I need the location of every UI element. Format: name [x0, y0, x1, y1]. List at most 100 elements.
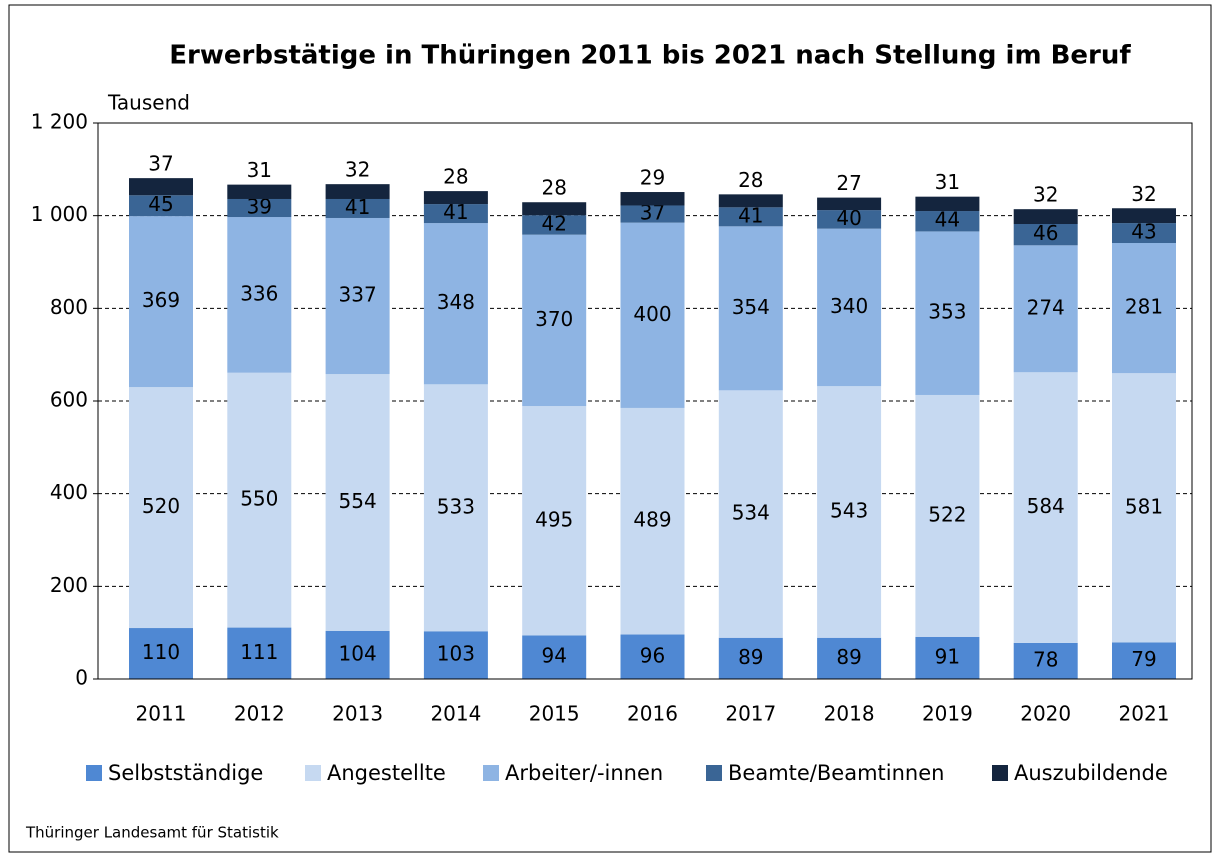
bar-segment [620, 407, 685, 635]
x-tick-label: 2021 [1119, 702, 1170, 726]
bar-segment [620, 205, 685, 223]
data-label: 340 [830, 294, 868, 318]
y-tick-label: 800 [50, 295, 88, 319]
data-label: 42 [541, 211, 566, 235]
bar-segment [817, 228, 882, 387]
data-label: 104 [339, 641, 377, 665]
bar-segment [325, 198, 390, 218]
y-tick-label: 400 [50, 480, 88, 504]
bar-segment [817, 637, 882, 679]
data-label: 32 [1131, 182, 1156, 206]
data-label: 400 [633, 302, 671, 326]
bar-segment [423, 204, 488, 224]
data-label: 96 [640, 643, 665, 667]
y-tick-label: 0 [75, 666, 88, 690]
bar-segment [129, 195, 193, 217]
bar-segment [1112, 373, 1176, 643]
bar-segment [718, 207, 783, 227]
data-label: 94 [541, 644, 566, 668]
data-label: 27 [836, 171, 861, 195]
bar-segment [325, 630, 390, 679]
bar-segment [1013, 209, 1078, 225]
bar-segment [227, 184, 292, 199]
data-label: 111 [240, 640, 278, 664]
data-label: 29 [640, 166, 665, 190]
x-tick-label: 2020 [1020, 702, 1071, 726]
bar-segment [423, 631, 488, 679]
data-label: 32 [345, 158, 370, 182]
bar-segment [522, 635, 587, 679]
bar-segment [718, 194, 783, 208]
data-label: 28 [541, 176, 566, 200]
x-tick-label: 2012 [234, 702, 285, 726]
y-tick-label: 1 000 [31, 202, 88, 226]
bar-segment [1112, 208, 1176, 224]
data-label: 46 [1033, 221, 1058, 245]
data-label: 543 [830, 498, 868, 522]
data-label: 31 [247, 158, 272, 182]
bar-segment [522, 215, 587, 235]
data-label: 533 [437, 494, 475, 518]
legend-label: Angestellte [327, 761, 446, 785]
legend-label: Beamte/Beamtinnen [728, 761, 944, 785]
bar-segment [325, 374, 390, 631]
bar-segment [1013, 372, 1078, 643]
bar-segment [1013, 224, 1078, 246]
bar-segment [1013, 245, 1078, 373]
bar-segment [423, 223, 488, 385]
y-tick-label: 1 200 [31, 110, 88, 134]
data-label: 78 [1033, 647, 1058, 671]
bar-segment [522, 202, 587, 216]
data-label: 89 [836, 645, 861, 669]
y-tick-label: 600 [50, 388, 88, 412]
bar-segment [718, 637, 783, 679]
x-tick-label: 2014 [430, 702, 481, 726]
data-label: 44 [935, 208, 960, 232]
bar-segment [915, 636, 980, 679]
bar-segment [915, 394, 980, 637]
data-label: 370 [535, 307, 573, 331]
data-label: 337 [339, 283, 377, 307]
legend-label: Selbstständige [108, 761, 263, 785]
legend-swatch [86, 765, 102, 781]
legend-swatch [992, 765, 1008, 781]
data-label: 79 [1131, 647, 1156, 671]
bar-segment [915, 231, 980, 395]
bar-segment [522, 234, 587, 407]
data-label: 91 [935, 644, 960, 668]
legend-swatch [706, 765, 722, 781]
data-label: 581 [1125, 494, 1163, 518]
bar-segment [718, 390, 783, 638]
bar-segment [227, 372, 292, 628]
bar-segment [129, 387, 193, 629]
y-axis-label: Tausend [107, 91, 190, 115]
chart-title: Erwerbstätige in Thüringen 2011 bis 2021… [169, 41, 1131, 71]
data-label: 28 [738, 168, 763, 192]
x-tick-label: 2011 [136, 702, 187, 726]
bar-segment [817, 210, 882, 229]
bar-segment [1112, 223, 1176, 244]
x-tick-label: 2018 [824, 702, 875, 726]
bar-segment [620, 634, 685, 679]
legend-label: Arbeiter/-innen [505, 761, 663, 785]
bar-segment [129, 628, 193, 679]
legend-swatch [483, 765, 499, 781]
bar-segment [915, 196, 980, 212]
data-label: 31 [935, 170, 960, 194]
data-label: 495 [535, 507, 573, 531]
data-label: 369 [142, 288, 180, 312]
legend-label: Auszubildende [1014, 761, 1168, 785]
bar-segment [620, 222, 685, 408]
data-label: 534 [732, 501, 770, 525]
data-label: 353 [928, 300, 966, 324]
bar-segment [718, 226, 783, 391]
data-label: 43 [1131, 220, 1156, 244]
data-label: 37 [148, 152, 173, 176]
source: Thüringer Landesamt für Statistik [25, 824, 279, 842]
plot-frame [97, 122, 1193, 680]
bar-segment [1013, 642, 1078, 679]
bar-segment [817, 197, 882, 211]
data-label: 103 [437, 642, 475, 666]
data-label: 522 [928, 502, 966, 526]
